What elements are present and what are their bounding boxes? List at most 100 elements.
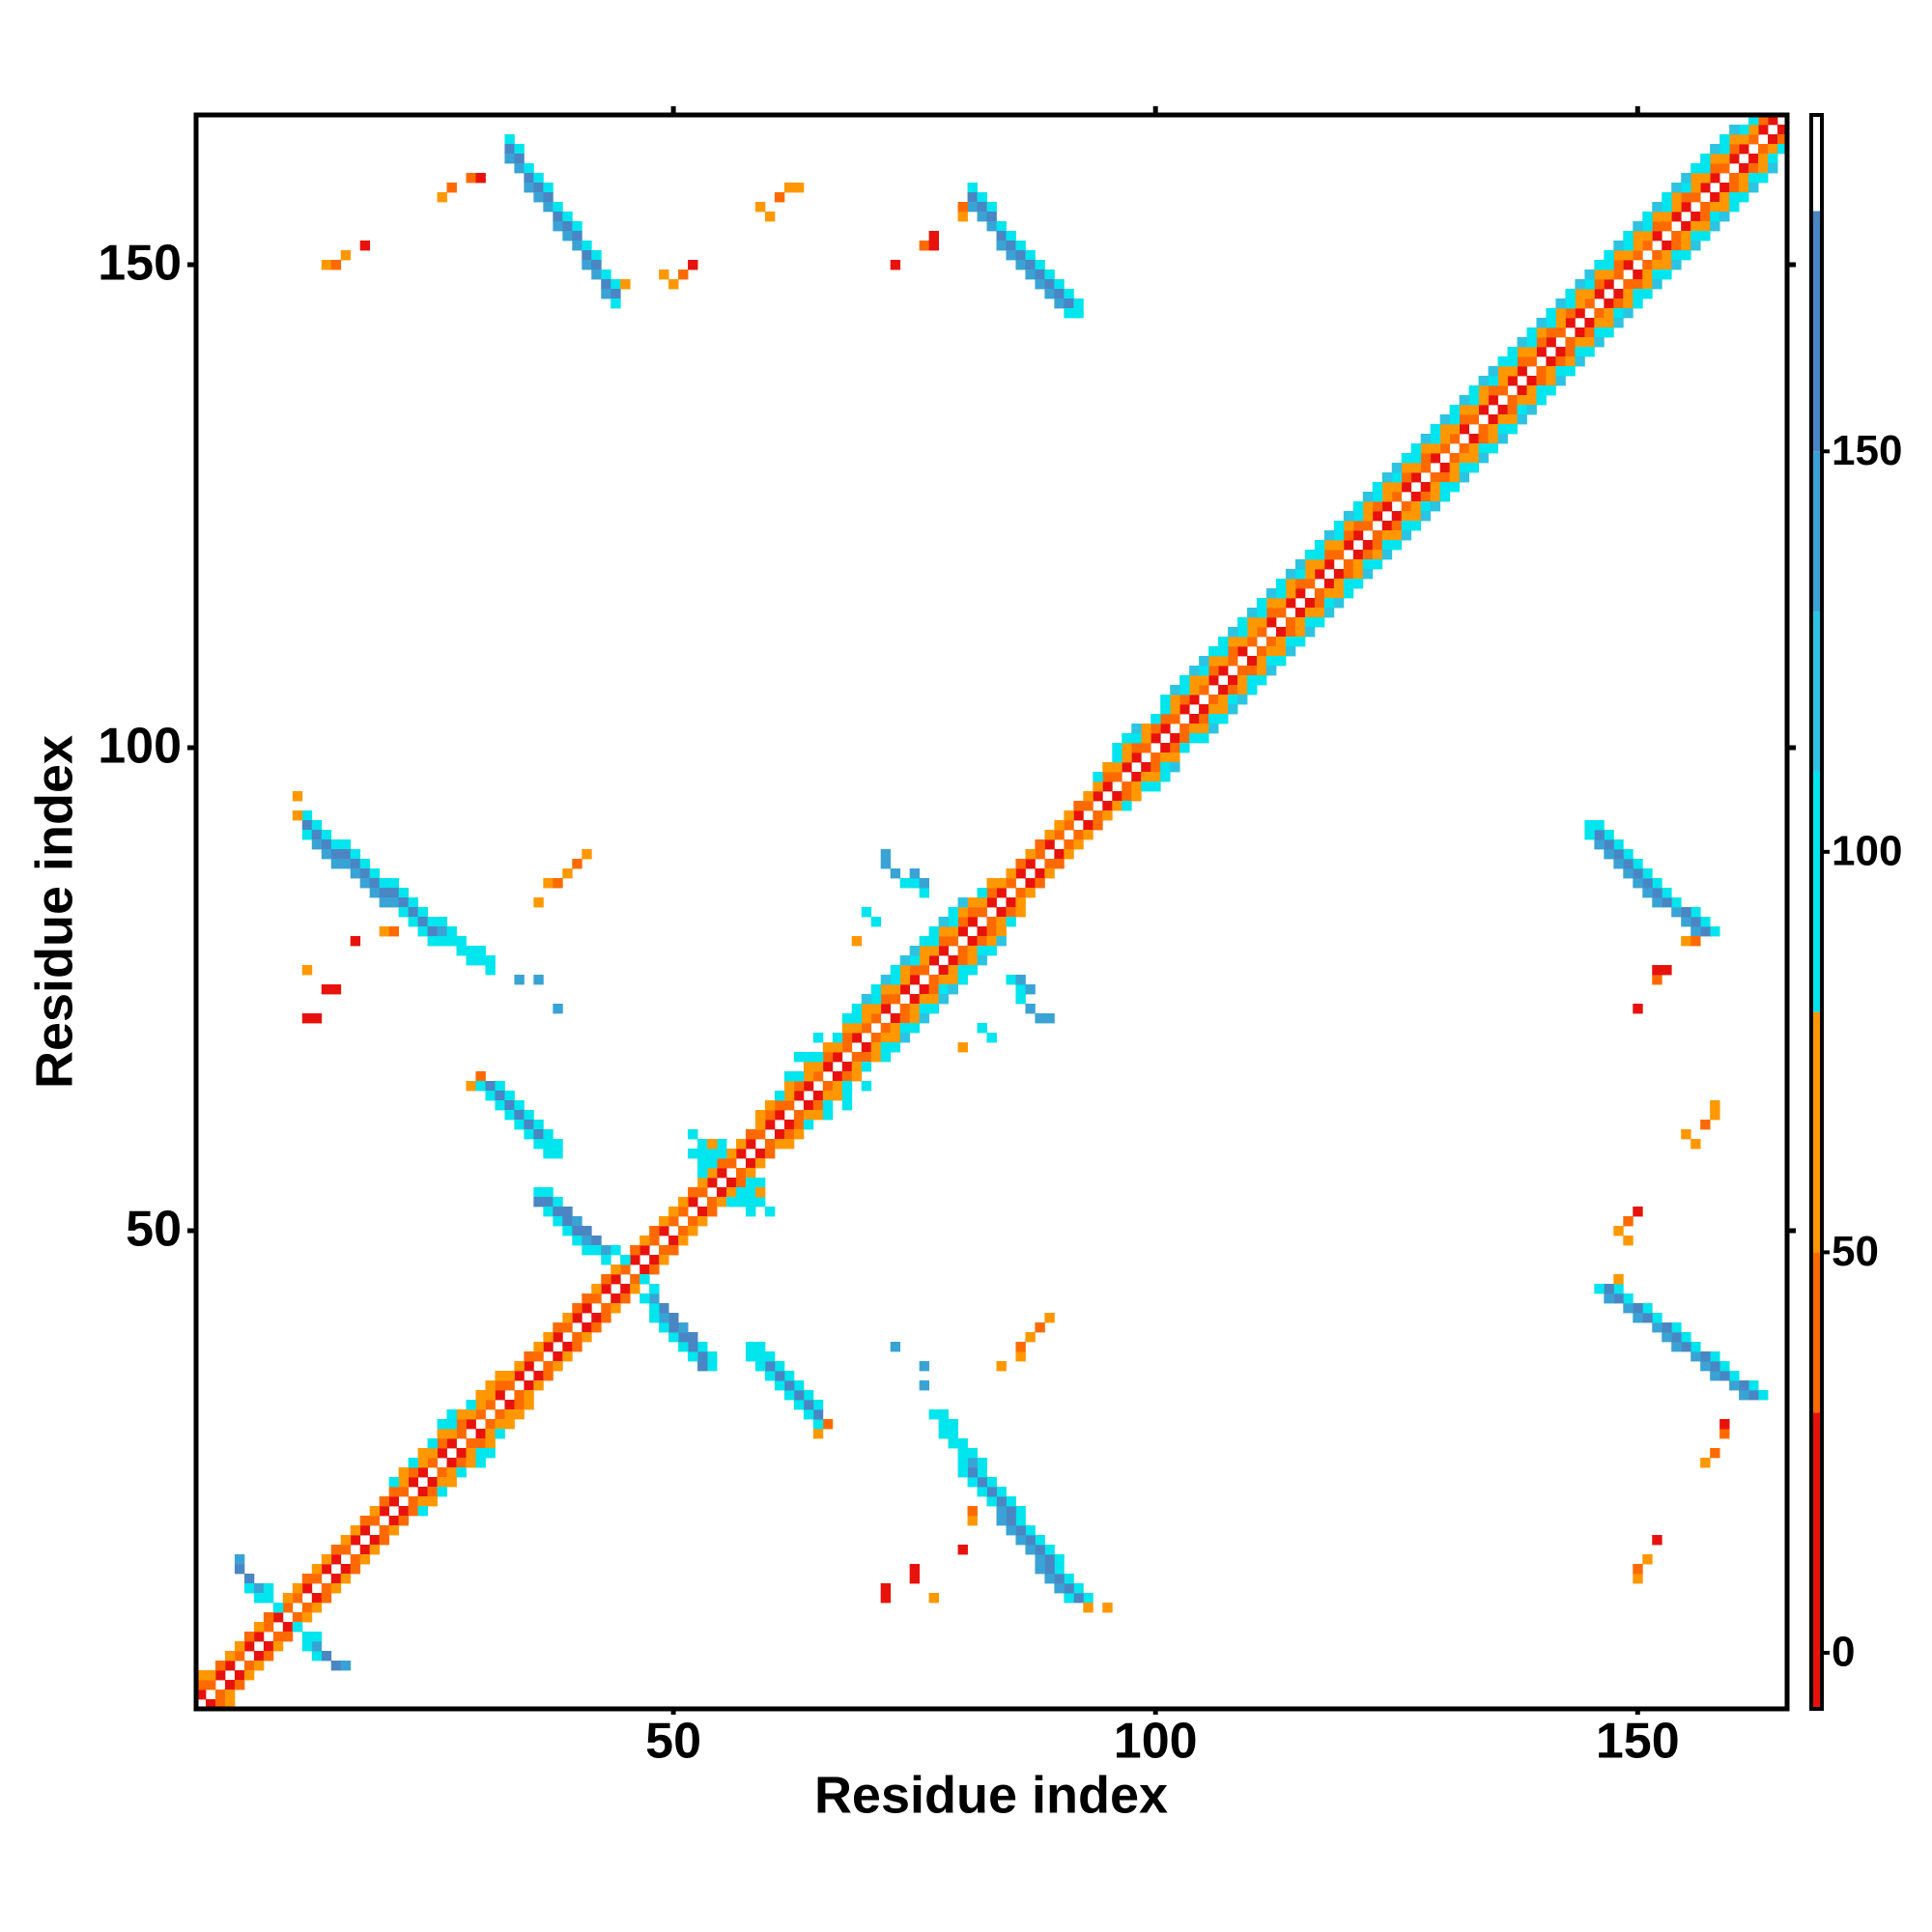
heatmap-cell bbox=[1362, 511, 1374, 522]
heatmap-cell bbox=[967, 946, 978, 956]
heatmap-cell bbox=[1594, 279, 1605, 290]
heatmap-cell bbox=[1623, 289, 1634, 299]
heatmap-cell bbox=[446, 926, 457, 937]
heatmap-cell bbox=[1575, 289, 1585, 299]
heatmap-cell bbox=[582, 260, 592, 270]
heatmap-cell bbox=[977, 955, 987, 966]
heatmap-cell bbox=[1054, 279, 1065, 290]
heatmap-cell bbox=[553, 1332, 563, 1343]
heatmap-cell bbox=[1468, 395, 1479, 406]
heatmap-cell bbox=[678, 1236, 689, 1246]
heatmap-cell bbox=[1449, 472, 1461, 483]
heatmap-cell bbox=[1729, 134, 1740, 145]
heatmap-cell bbox=[1304, 579, 1316, 589]
heatmap-cell bbox=[321, 1554, 332, 1565]
heatmap-cell bbox=[977, 212, 987, 222]
heatmap-cell bbox=[678, 270, 689, 280]
heatmap-cell bbox=[870, 1042, 882, 1053]
heatmap-cell bbox=[369, 1516, 381, 1526]
heatmap-cell bbox=[822, 1100, 834, 1111]
heatmap-cell bbox=[957, 212, 968, 222]
heatmap-cell bbox=[543, 1332, 554, 1343]
heatmap-cell bbox=[1671, 907, 1682, 918]
heatmap-cell bbox=[543, 1129, 554, 1140]
heatmap-cell bbox=[1170, 743, 1180, 753]
heatmap-cell bbox=[1265, 656, 1277, 667]
heatmap-cell bbox=[754, 1187, 766, 1198]
heatmap-cell bbox=[735, 1197, 747, 1208]
heatmap-cell bbox=[1102, 810, 1113, 821]
heatmap-cell bbox=[1507, 414, 1518, 425]
heatmap-cell bbox=[234, 1564, 245, 1575]
heatmap-cell bbox=[205, 1699, 216, 1710]
heatmap-cell bbox=[272, 1641, 284, 1652]
heatmap-cell bbox=[1623, 1236, 1634, 1246]
heatmap-cell bbox=[986, 1033, 997, 1043]
heatmap-cell bbox=[678, 1197, 689, 1208]
heatmap-cell bbox=[1391, 492, 1403, 502]
heatmap-cell bbox=[1633, 289, 1643, 299]
heatmap-cell bbox=[1006, 975, 1016, 985]
heatmap-cell bbox=[1633, 279, 1643, 290]
heatmap-cell bbox=[1218, 695, 1229, 705]
heatmap-cell bbox=[543, 1371, 554, 1381]
heatmap-cell bbox=[1064, 849, 1074, 860]
heatmap-cell bbox=[1584, 327, 1595, 338]
heatmap-cell bbox=[1584, 820, 1595, 831]
heatmap-cell bbox=[263, 1593, 274, 1604]
heatmap-cell bbox=[1439, 434, 1451, 444]
heatmap-cell bbox=[697, 1351, 708, 1362]
heatmap-cell bbox=[562, 212, 573, 222]
heatmap-cell bbox=[851, 1023, 863, 1034]
heatmap-cell bbox=[1633, 878, 1643, 889]
heatmap-cell bbox=[967, 1516, 978, 1526]
heatmap-cell bbox=[1170, 714, 1180, 724]
heatmap-cell bbox=[359, 1516, 371, 1526]
colorbar-bin bbox=[1811, 771, 1822, 1012]
heatmap-cell bbox=[1381, 540, 1393, 551]
heatmap-cell bbox=[1690, 241, 1701, 251]
heatmap-cell bbox=[1768, 115, 1778, 126]
heatmap-cell bbox=[591, 1236, 602, 1246]
heatmap-cell bbox=[437, 1419, 447, 1430]
heatmap-cell bbox=[938, 965, 949, 976]
heatmap-cell bbox=[688, 260, 698, 270]
heatmap-cell bbox=[1151, 733, 1161, 744]
heatmap-cell bbox=[292, 1593, 303, 1604]
heatmap-cell bbox=[620, 279, 631, 290]
heatmap-cell bbox=[928, 936, 939, 947]
heatmap-cell bbox=[504, 1380, 515, 1391]
heatmap-cell bbox=[591, 1293, 602, 1304]
heatmap-cell bbox=[1488, 395, 1498, 406]
heatmap-cell bbox=[311, 839, 323, 850]
heatmap-cell bbox=[1700, 1458, 1711, 1468]
heatmap-cell bbox=[601, 1255, 611, 1265]
heatmap-cell bbox=[1333, 579, 1345, 589]
heatmap-cell bbox=[977, 907, 987, 918]
heatmap-cell bbox=[553, 878, 563, 889]
heatmap-cell bbox=[659, 1303, 669, 1314]
heatmap-cell bbox=[379, 888, 390, 898]
heatmap-cell bbox=[1497, 376, 1508, 386]
heatmap-cell bbox=[977, 202, 987, 213]
heatmap-cell bbox=[1141, 724, 1151, 734]
heatmap-cell bbox=[793, 1129, 805, 1140]
heatmap-cell bbox=[717, 1139, 727, 1150]
heatmap-cell bbox=[899, 965, 911, 976]
heatmap-cell bbox=[1199, 724, 1209, 734]
heatmap-cell bbox=[1459, 443, 1469, 454]
heatmap-cell bbox=[1478, 453, 1489, 464]
heatmap-cell bbox=[1729, 192, 1740, 203]
heatmap-cell bbox=[1478, 376, 1489, 386]
heatmap-cell bbox=[1179, 675, 1190, 686]
heatmap-cell bbox=[417, 926, 428, 937]
heatmap-cell bbox=[1652, 888, 1662, 898]
heatmap-cell bbox=[543, 1187, 554, 1198]
heatmap-cell bbox=[311, 1632, 323, 1642]
heatmap-cell bbox=[311, 830, 323, 840]
heatmap-cell bbox=[272, 1603, 284, 1613]
heatmap-cell bbox=[1102, 762, 1113, 773]
heatmap-cell bbox=[1420, 482, 1432, 493]
heatmap-cell bbox=[957, 946, 968, 956]
heatmap-cell bbox=[1613, 298, 1624, 309]
